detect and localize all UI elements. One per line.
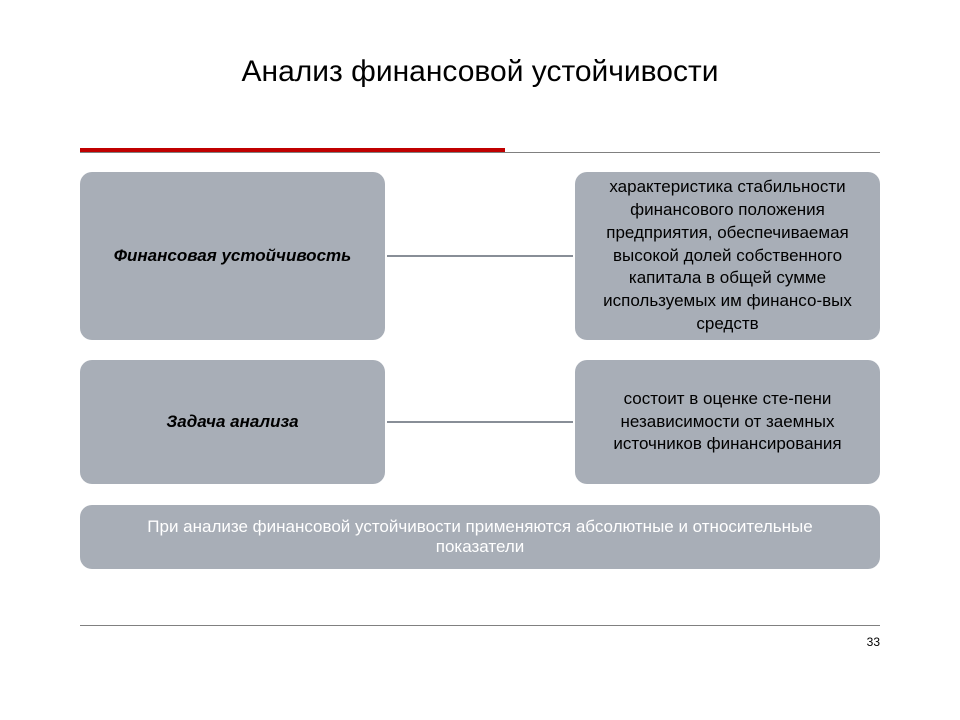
summary-box: При анализе финансовой устойчивости прим… xyxy=(80,505,880,569)
term-box-1: Финансовая устойчивость xyxy=(80,172,385,340)
connector-line-1 xyxy=(387,255,573,257)
definition-row-1: Финансовая устойчивость характеристика с… xyxy=(80,172,880,340)
term-box-2: Задача анализа xyxy=(80,360,385,484)
top-divider xyxy=(80,152,880,153)
connector-line-2 xyxy=(387,421,573,423)
definition-row-2: Задача анализа состоит в оценке сте-пени… xyxy=(80,360,880,484)
slide-title: Анализ финансовой устойчивости xyxy=(0,55,960,89)
bottom-divider xyxy=(80,625,880,626)
page-number: 33 xyxy=(867,635,880,649)
definition-box-1: характеристика стабильности финансового … xyxy=(575,172,880,340)
slide: Анализ финансовой устойчивости Финансова… xyxy=(0,0,960,720)
definition-box-2: состоит в оценке сте-пени независимости … xyxy=(575,360,880,484)
